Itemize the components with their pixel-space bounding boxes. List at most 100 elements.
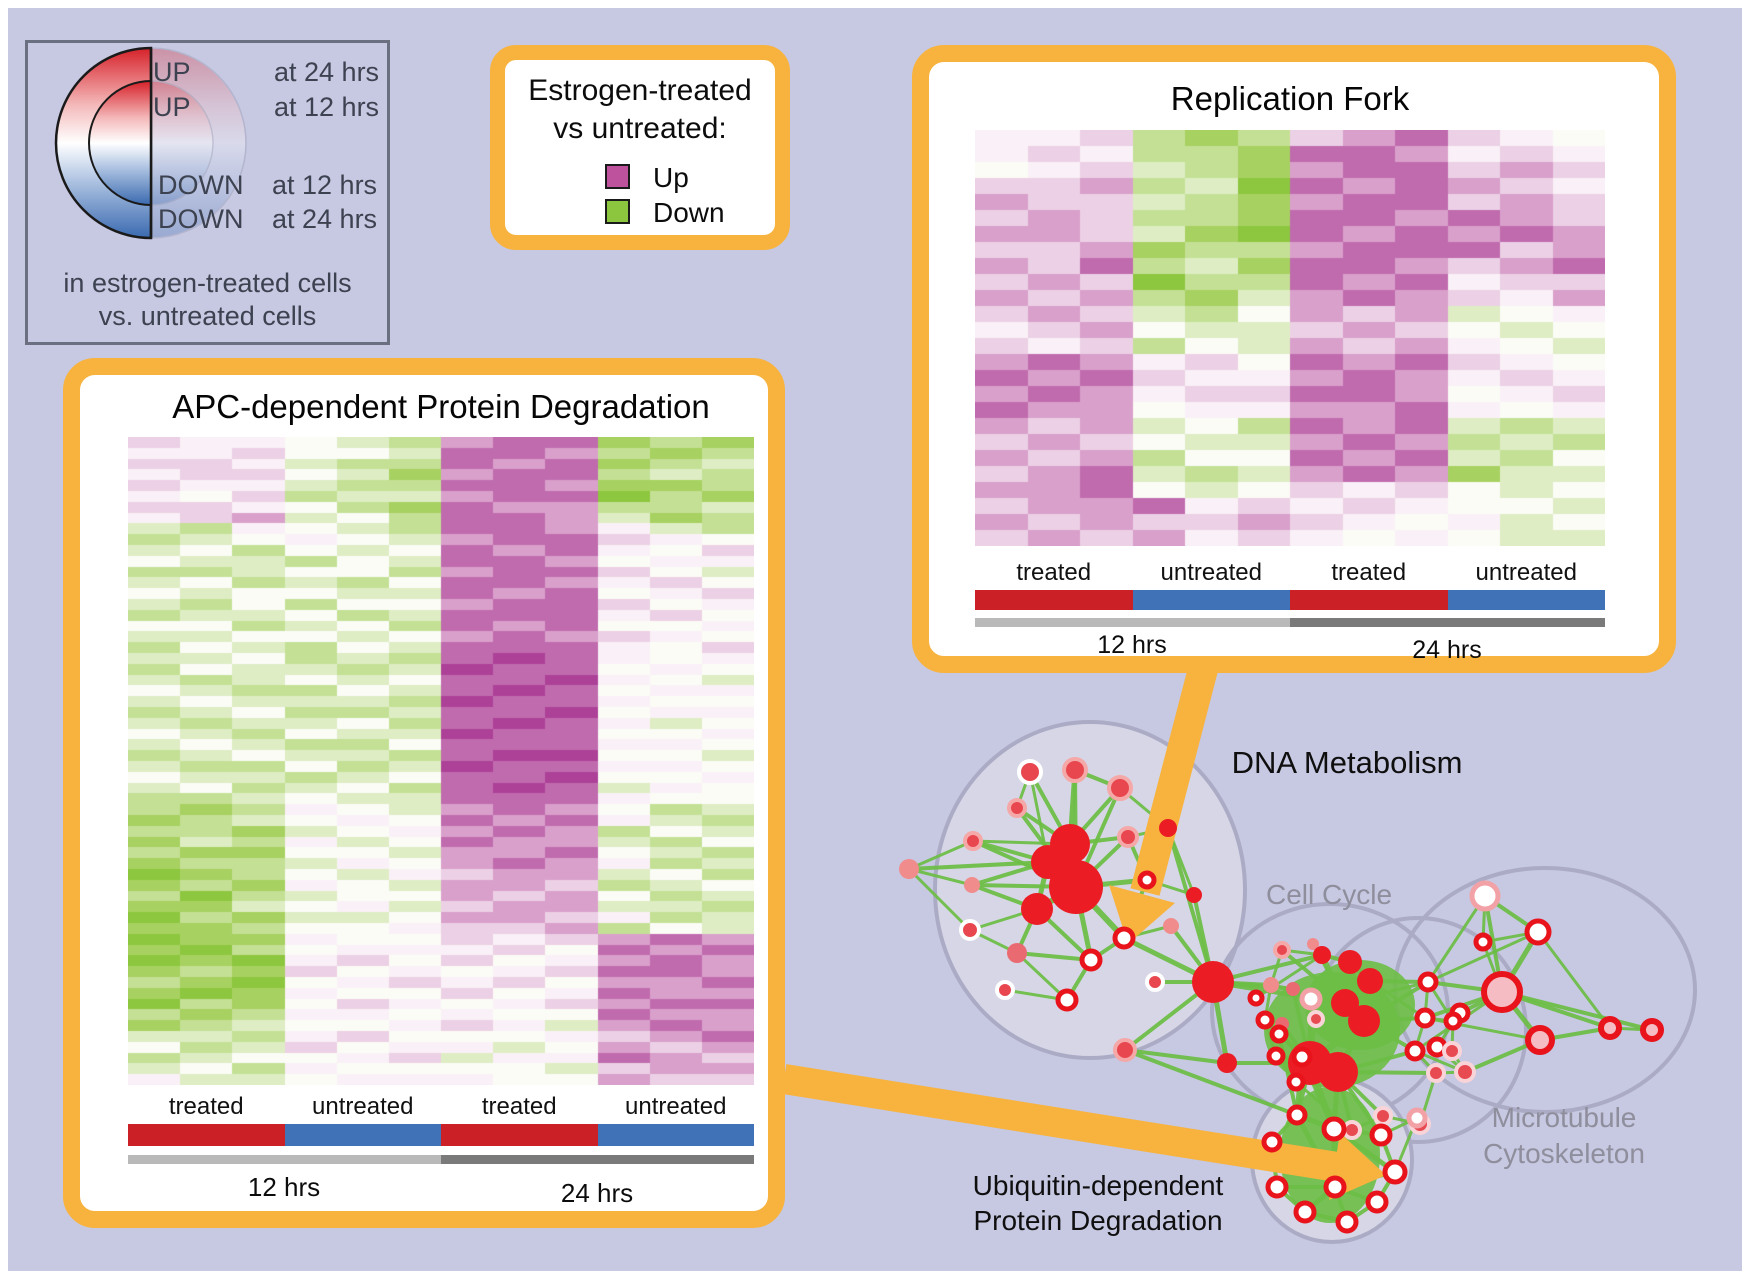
gene-node xyxy=(1307,938,1319,950)
rf-condition-bars xyxy=(975,590,1605,610)
apc-panel-title: APC-dependent Protein Degradation xyxy=(172,388,710,425)
gene-node xyxy=(1007,943,1027,963)
color-decode-legend: UP at 24 hrs UP at 12 hrs DOWN at 12 hrs… xyxy=(25,40,390,345)
apc-12hrs-label: 12 hrs xyxy=(247,1172,321,1202)
gene-node xyxy=(1323,1175,1347,1199)
legend-dir-down12: DOWN xyxy=(158,170,244,200)
legend-dir-down24: DOWN xyxy=(158,204,244,234)
gene-node xyxy=(963,831,983,851)
apc-heatmap-panel: APC-dependent Protein Degradation treate… xyxy=(63,358,785,1228)
replication-fork-heatmap xyxy=(975,130,1605,546)
gene-node xyxy=(1369,1123,1393,1147)
gene-node xyxy=(1079,948,1103,972)
gene-node xyxy=(995,980,1015,1000)
gene-node xyxy=(1137,870,1157,890)
gene-node xyxy=(1273,941,1291,959)
gene-node xyxy=(1365,1190,1389,1214)
apc-group-label: untreated xyxy=(312,1093,414,1120)
apc-condition-bars xyxy=(128,1124,754,1146)
rf-group-label: treated xyxy=(1016,559,1092,586)
cluster-label-microtubule-line2: Cytoskeleton xyxy=(1483,1138,1645,1169)
gene-node xyxy=(1055,988,1079,1012)
gene-node xyxy=(1417,971,1439,993)
cluster-label-microtubule-line1: Microtubule xyxy=(1491,1102,1637,1133)
up-label: Up xyxy=(653,162,689,193)
gene-node xyxy=(1263,977,1279,993)
gene-node xyxy=(1454,1061,1476,1083)
legend-dir-up24: UP xyxy=(153,57,191,87)
gene-node xyxy=(1017,759,1043,785)
gene-node xyxy=(1382,1159,1408,1185)
arrow-apc-to-ubiquitin xyxy=(781,1064,1340,1182)
gene-node xyxy=(1145,972,1165,992)
gene-node xyxy=(1321,1116,1347,1142)
rf-24hrs-label: 24 hrs xyxy=(1412,636,1482,664)
rf-group-label: treated xyxy=(1331,559,1407,586)
gene-node xyxy=(1331,989,1359,1017)
gene-node xyxy=(1525,1025,1555,1055)
gene-node xyxy=(1265,1175,1289,1199)
rf-group-label: untreated xyxy=(1160,559,1262,586)
updown-donut-icon xyxy=(54,46,247,240)
gene-node xyxy=(1524,918,1552,946)
replication-fork-panel: Replication Fork treated untreated treat… xyxy=(912,45,1676,673)
gene-node xyxy=(1217,1053,1237,1073)
gene-node xyxy=(1021,893,1053,925)
gene-node xyxy=(1443,1011,1463,1031)
gene-node xyxy=(1335,1210,1359,1234)
gene-node xyxy=(1007,798,1027,818)
rf-12hrs-label: 12 hrs xyxy=(1097,631,1167,659)
estrogen-legend-title-line2: vs untreated: xyxy=(553,112,727,145)
gene-node xyxy=(1255,1010,1275,1030)
replication-fork-title: Replication Fork xyxy=(1170,80,1410,117)
gene-node xyxy=(1186,887,1202,903)
gene-node xyxy=(1426,1063,1446,1083)
apc-24hrs-label: 24 hrs xyxy=(560,1178,634,1208)
gene-node xyxy=(1348,1005,1380,1037)
gene-node xyxy=(1299,987,1323,1011)
gene-node xyxy=(1269,1024,1289,1044)
gene-node xyxy=(1159,819,1177,837)
up-color-swatch xyxy=(605,164,630,189)
gene-node xyxy=(959,919,981,941)
down-color-swatch xyxy=(605,199,630,224)
gene-node xyxy=(1291,1046,1313,1068)
gene-node xyxy=(1192,961,1234,1003)
gene-node xyxy=(1357,968,1383,994)
gene-node xyxy=(899,859,919,879)
legend-caption-line2: vs. untreated cells xyxy=(98,301,317,331)
gene-node xyxy=(1117,826,1139,848)
gene-node xyxy=(1473,932,1493,952)
gene-node xyxy=(1261,1131,1283,1153)
gene-node xyxy=(1442,1041,1462,1061)
legend-time-down12: at 12 hrs xyxy=(272,170,378,200)
gene-node xyxy=(1293,1200,1317,1224)
legend-time-down24: at 24 hrs xyxy=(272,204,378,234)
gene-node xyxy=(1598,1016,1622,1040)
gene-node xyxy=(964,877,980,893)
gene-node xyxy=(1049,860,1103,914)
gene-node xyxy=(1406,1107,1428,1129)
gene-node xyxy=(1247,989,1265,1007)
gene-node xyxy=(1318,1052,1358,1092)
gene-node xyxy=(1404,1040,1426,1062)
gene-node xyxy=(1469,880,1501,912)
legend-caption-line1: in estrogen-treated cells xyxy=(63,268,352,298)
apc-group-label: treated xyxy=(168,1093,244,1120)
legend-time-up12: at 12 hrs xyxy=(274,92,380,122)
gene-node xyxy=(1163,918,1179,934)
rf-time-bars xyxy=(975,618,1605,627)
gene-node xyxy=(1313,946,1331,964)
gene-node xyxy=(1112,926,1136,950)
apc-heatmap xyxy=(128,437,754,1085)
gene-node xyxy=(1286,1104,1308,1126)
cluster-label-cell-cycle: Cell Cycle xyxy=(1265,879,1393,910)
gene-node xyxy=(1286,982,1300,996)
gene-node xyxy=(1414,1007,1436,1029)
gene-node xyxy=(1307,1010,1325,1028)
apc-group-label: treated xyxy=(481,1093,557,1120)
gene-node xyxy=(1338,950,1362,974)
gene-node xyxy=(1286,1072,1306,1092)
estrogen-legend: Estrogen-treated vs untreated: Up Down xyxy=(490,45,790,250)
